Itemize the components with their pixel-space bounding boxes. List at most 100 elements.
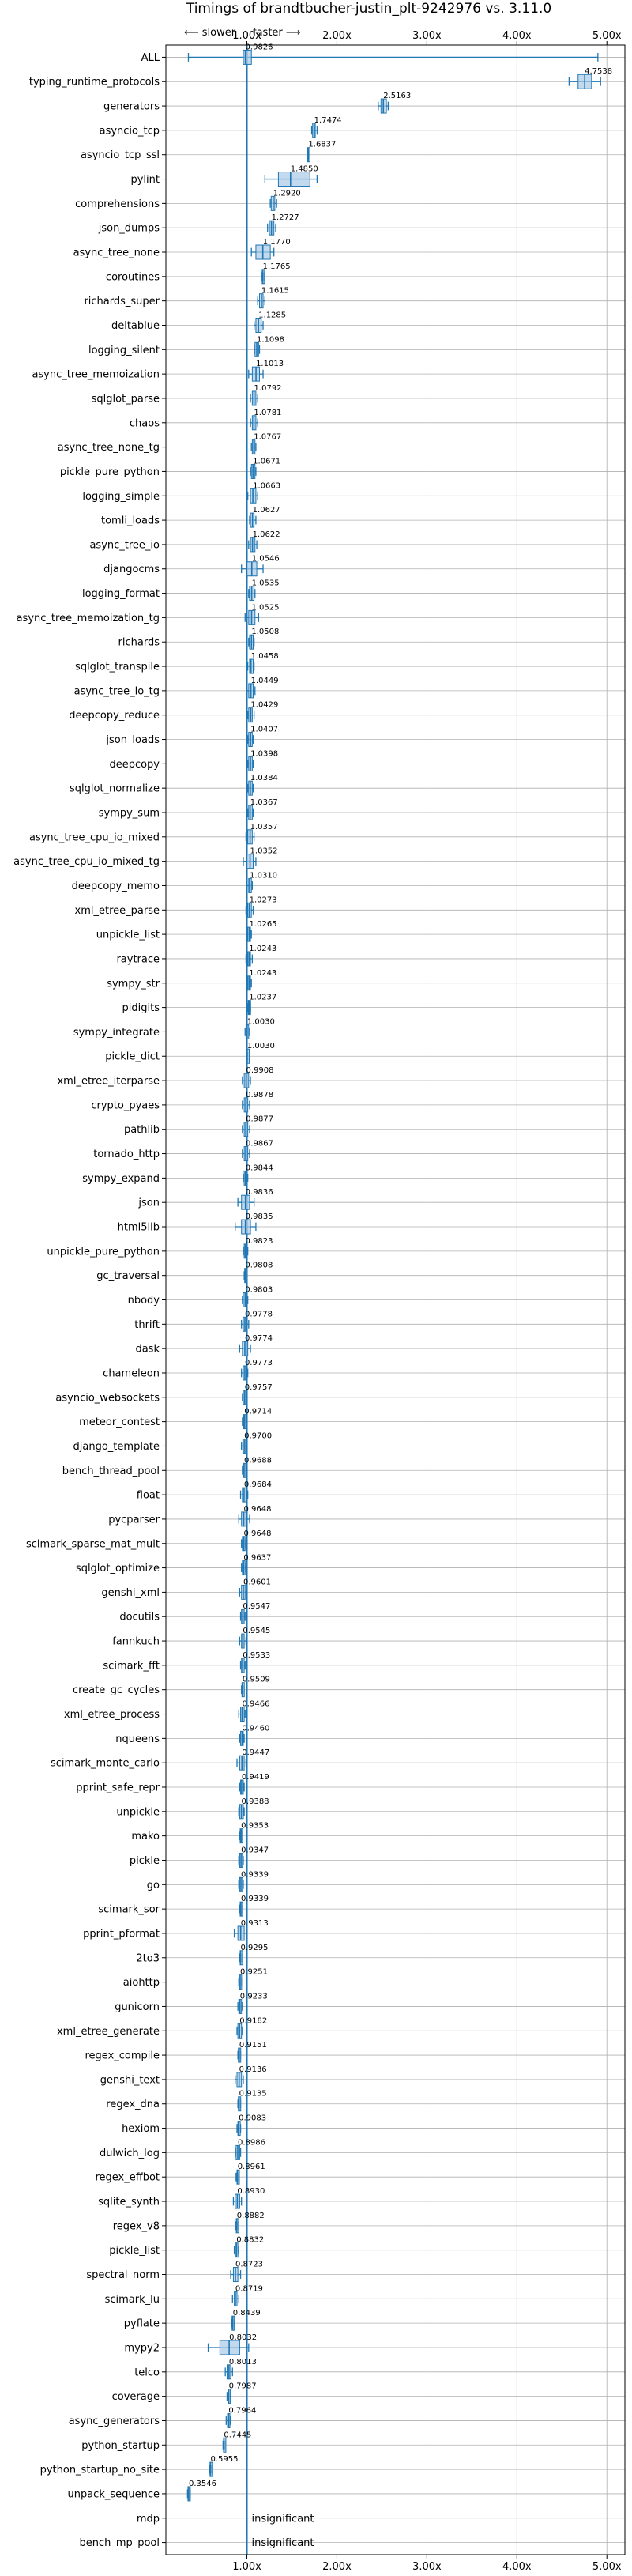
benchmark-name: pickle_list xyxy=(109,2245,160,2257)
value-label: 0.9648 xyxy=(244,1529,272,1538)
benchmark-name: python_startup_no_site xyxy=(40,2465,160,2476)
value-label: 0.9688 xyxy=(244,1456,272,1465)
benchmark-name: richards xyxy=(118,637,160,649)
benchmark-name: async_tree_memoization xyxy=(32,369,160,381)
benchmark-name: chaos xyxy=(130,417,160,429)
benchmark-name: pycparser xyxy=(108,1514,160,1526)
value-label: 1.0429 xyxy=(250,701,278,710)
x-tick-label-bottom: 5.00x xyxy=(592,2561,622,2573)
benchmark-name: json_dumps xyxy=(98,223,160,235)
chart-title: Timings of brandtbucher-justin_plt-92429… xyxy=(186,1,551,17)
x-tick-label-bottom: 1.00x xyxy=(232,2561,261,2573)
benchmark-name: async_tree_none xyxy=(73,247,160,259)
benchmark-name: async_tree_cpu_io_mixed xyxy=(29,832,160,843)
benchmark-name: thrift xyxy=(134,1319,160,1331)
benchmark-name: regex_v8 xyxy=(113,2220,160,2232)
benchmark-name: sympy_integrate xyxy=(73,1027,160,1039)
benchmark-name: logging_silent xyxy=(88,345,160,356)
value-label: 1.0030 xyxy=(247,1017,275,1026)
benchmark-name: pickle xyxy=(130,1855,160,1867)
benchmark-name: unpickle xyxy=(116,1806,160,1818)
benchmark-name: python_startup xyxy=(81,2440,160,2452)
value-label: 0.9509 xyxy=(243,1676,270,1684)
value-label: 0.9700 xyxy=(244,1431,272,1440)
benchmark-name: async_generators xyxy=(69,2416,160,2427)
benchmark-name: async_tree_cpu_io_mixed_tg xyxy=(13,856,160,868)
benchmark-name: coverage xyxy=(112,2391,160,2403)
value-label: 0.3546 xyxy=(189,2480,216,2488)
value-label: 0.9151 xyxy=(239,2041,267,2050)
insignificant-label: insignificant xyxy=(252,2537,314,2549)
value-label: 0.9533 xyxy=(243,1651,270,1660)
benchmark-name: scimark_fft xyxy=(103,1660,160,1672)
value-label: 0.9803 xyxy=(245,1286,273,1295)
chart-labels: ALL 0.9826 typing_runtime_protocols 4.7538 g… xyxy=(13,43,612,2549)
benchmark-name: xml_etree_generate xyxy=(57,2026,160,2038)
benchmark-name: xml_etree_parse xyxy=(75,905,160,917)
value-label: 0.9844 xyxy=(246,1164,273,1172)
benchmark-name: pprint_safe_repr xyxy=(76,1782,160,1794)
benchmark-name: pickle_dict xyxy=(105,1051,160,1063)
value-label: 1.0622 xyxy=(253,530,280,539)
benchmark-name: async_tree_none_tg xyxy=(58,442,160,454)
benchmark-name: async_tree_io xyxy=(89,539,160,551)
value-label: 1.1285 xyxy=(258,311,286,319)
x-tick-label-top: 1.00x xyxy=(232,30,261,42)
benchmark-name: comprehensions xyxy=(75,198,160,210)
value-label: 0.9353 xyxy=(241,1822,269,1831)
value-label: 0.9836 xyxy=(246,1188,273,1197)
benchmark-name: json xyxy=(137,1197,160,1209)
box xyxy=(277,172,310,187)
value-label: 1.0663 xyxy=(253,481,280,490)
value-label: 1.2727 xyxy=(272,213,299,222)
benchmark-name: sympy_str xyxy=(107,978,160,990)
value-label: 1.0767 xyxy=(254,433,281,442)
benchmark-name: coroutines xyxy=(106,271,160,283)
benchmark-name: sqlglot_parse xyxy=(92,393,160,405)
value-label: 1.0352 xyxy=(250,847,278,856)
x-tick-label-bottom: 3.00x xyxy=(412,2561,442,2573)
benchmark-name: async_tree_memoization_tg xyxy=(17,613,160,624)
benchmark-name: pprint_pformat xyxy=(83,1928,160,1940)
value-label: 1.2920 xyxy=(273,189,301,198)
value-label: 0.9774 xyxy=(245,1334,273,1343)
benchmark-name: tomli_loads xyxy=(101,515,160,527)
benchmark-name: logging_format xyxy=(82,588,160,600)
value-label: 1.0508 xyxy=(251,628,279,636)
benchmark-name: html5lib xyxy=(118,1222,160,1234)
value-label: 1.7474 xyxy=(314,116,342,125)
benchmark-name: meteor_contest xyxy=(79,1416,160,1428)
value-label: 0.9388 xyxy=(242,1797,269,1806)
x-tick-label-top: 4.00x xyxy=(502,30,532,42)
benchmark-name: raytrace xyxy=(116,953,160,965)
value-label: 0.9773 xyxy=(245,1359,273,1367)
value-label: 0.8832 xyxy=(236,2236,264,2245)
faster-label: faster ⟶ xyxy=(253,27,301,39)
benchmark-name: scimark_monte_carlo xyxy=(51,1758,160,1770)
benchmark-name: go xyxy=(147,1880,160,1891)
value-label: 1.0792 xyxy=(254,384,282,393)
benchmark-name: asyncio_tcp xyxy=(100,125,160,137)
benchmark-name: xml_etree_iterparse xyxy=(57,1076,160,1088)
benchmark-name: sqlglot_optimize xyxy=(76,1563,160,1575)
value-label: 0.9182 xyxy=(239,2016,267,2025)
value-label: 1.0367 xyxy=(250,798,278,807)
benchmark-name: deltablue xyxy=(111,320,160,332)
value-label: 2.5163 xyxy=(383,92,411,100)
benchmark-name: aiohttp xyxy=(123,1977,160,1989)
benchmark-name: unpickle_pure_python xyxy=(47,1246,160,1258)
box xyxy=(243,49,252,65)
value-label: 1.0398 xyxy=(250,749,278,758)
benchmark-name: crypto_pyaes xyxy=(91,1099,160,1111)
value-label: 0.8439 xyxy=(233,2309,261,2318)
value-label: 1.0627 xyxy=(253,506,280,515)
value-label: 0.9778 xyxy=(245,1310,273,1318)
insignificant-label: insignificant xyxy=(252,2513,314,2525)
value-label: 0.9684 xyxy=(244,1480,272,1489)
value-label: 1.1765 xyxy=(263,262,291,271)
value-label: 1.0525 xyxy=(252,603,280,612)
value-label: 1.0357 xyxy=(250,823,278,832)
benchmark-name: gc_traversal xyxy=(96,1270,160,1282)
value-label: 0.9547 xyxy=(243,1602,270,1611)
value-label: 1.0449 xyxy=(251,677,279,685)
